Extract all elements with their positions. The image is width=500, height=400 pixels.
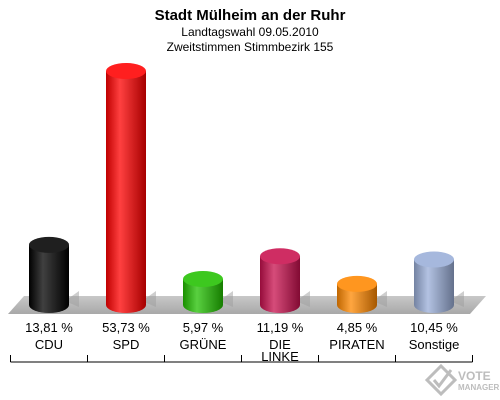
chart-subtitle: Landtagswahl 09.05.2010 bbox=[181, 25, 319, 39]
value-labels: 13,81 % 53,73 % 5,97 % 11,19 % 4,85 % 10,45 % bbox=[25, 320, 458, 335]
bar-sonstige bbox=[414, 259, 454, 313]
value-label: 13,81 % bbox=[25, 320, 73, 335]
category-label: GRÜNE bbox=[180, 337, 227, 352]
category-label: LINKE bbox=[261, 349, 299, 364]
bar-cdu bbox=[29, 244, 69, 313]
bar-shadows bbox=[65, 291, 464, 307]
category-label: SPD bbox=[113, 337, 140, 352]
value-label: 11,19 % bbox=[257, 320, 304, 335]
bar-shadow bbox=[373, 291, 387, 307]
category-label: DIE bbox=[269, 337, 291, 352]
category-axis bbox=[10, 355, 473, 363]
category-label: Sonstige bbox=[409, 337, 460, 352]
bar-spd bbox=[106, 71, 146, 313]
bar-shadow bbox=[219, 291, 233, 307]
bar-shadow bbox=[296, 291, 310, 307]
value-label: 5,97 % bbox=[183, 320, 224, 335]
value-label: 10,45 % bbox=[410, 320, 458, 335]
bar-grüne bbox=[183, 279, 223, 313]
logo-manager: MANAGER bbox=[458, 383, 500, 392]
bar-shadow bbox=[65, 291, 79, 307]
logo-vote: VOTE bbox=[458, 369, 491, 383]
bar-shadow bbox=[142, 291, 156, 307]
bar-die-linke bbox=[260, 256, 300, 313]
bars-group bbox=[29, 63, 454, 313]
bar-top-cap bbox=[260, 248, 300, 265]
bar-top-cap bbox=[183, 271, 223, 287]
bar-shadow bbox=[450, 291, 464, 307]
category-label: CDU bbox=[35, 337, 63, 352]
value-label: 53,73 % bbox=[102, 320, 150, 335]
chart-title: Stadt Mülheim an der Ruhr bbox=[155, 7, 346, 24]
ballot-box-check-icon bbox=[424, 363, 458, 397]
bar-top-cap bbox=[337, 275, 377, 292]
chart-subtitle-2: Zweitstimmen Stimmbezirk 155 bbox=[167, 40, 334, 54]
vote-manager-logo: VOTE MANAGER bbox=[424, 363, 500, 397]
bar-piraten bbox=[337, 283, 377, 313]
bar-top-cap bbox=[414, 251, 454, 268]
bar-top-cap bbox=[106, 63, 146, 79]
category-label: PIRATEN bbox=[329, 337, 384, 352]
value-label: 4,85 % bbox=[337, 320, 378, 335]
bar-top-cap bbox=[29, 236, 69, 253]
